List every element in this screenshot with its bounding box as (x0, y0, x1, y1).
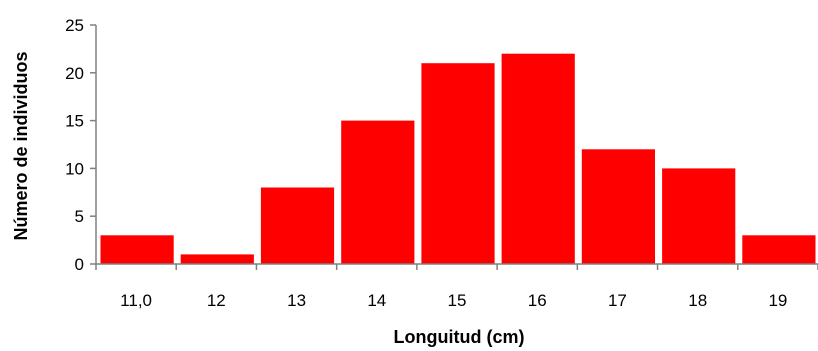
y-axis-title: Número de individuos (11, 51, 31, 240)
y-tick-label: 5 (75, 207, 84, 226)
x-ticks-group: 11,0 12 13 14 15 16 17 18 19 (96, 264, 818, 310)
y-tick-label: 0 (75, 255, 84, 274)
x-tick-label: 17 (608, 291, 627, 310)
bar-6 (502, 54, 575, 264)
x-tick-label: 16 (528, 291, 547, 310)
bar-5 (421, 63, 494, 264)
y-tick-label: 20 (65, 64, 84, 83)
y-tick-label: 15 (65, 112, 84, 131)
bar-4 (341, 121, 414, 264)
x-axis-title: Longuitud (cm) (394, 327, 525, 347)
bar-7 (582, 149, 655, 264)
x-tick-label: 12 (207, 291, 226, 310)
x-tick-label: 14 (367, 291, 386, 310)
x-tick-label: 18 (688, 291, 707, 310)
bar-8 (662, 168, 735, 264)
x-tick-label: 11,0 (120, 291, 152, 310)
bar-9 (742, 235, 815, 264)
y-ticks-group: 0 5 10 15 20 25 (65, 16, 96, 274)
bars-group (101, 54, 816, 264)
y-tick-label: 25 (65, 16, 84, 35)
x-tick-label: 15 (448, 291, 467, 310)
bar-3 (261, 188, 334, 265)
y-tick-label: 10 (65, 159, 84, 178)
x-tick-label: 13 (287, 291, 306, 310)
bar-2 (181, 254, 254, 264)
bar-1 (101, 235, 174, 264)
x-tick-label: 19 (768, 291, 787, 310)
